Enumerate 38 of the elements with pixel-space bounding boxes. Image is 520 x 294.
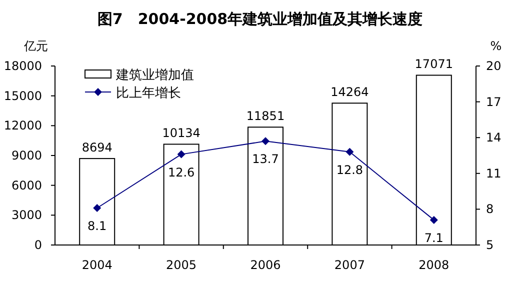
data-label: 8.1 — [88, 219, 107, 234]
y-axis-title: 亿元 — [23, 39, 48, 53]
y-tick-label: 6000 — [11, 178, 42, 192]
y-tick-label: 0 — [34, 238, 42, 252]
x-tick-label: 2007 — [334, 258, 365, 272]
data-label: 11851 — [246, 109, 285, 124]
x-tick-label: 2006 — [250, 258, 281, 272]
data-label: 12.8 — [336, 162, 364, 177]
point — [177, 150, 186, 158]
point — [346, 148, 354, 156]
y-tick-label: 12000 — [4, 118, 42, 133]
legend-label: 比上年增长 — [116, 86, 181, 101]
data-label: 14264 — [330, 85, 369, 100]
y2-axis-title: % — [490, 39, 502, 53]
data-label: 8694 — [82, 140, 112, 155]
chart-title: 图7 2004-2008年建筑业增加值及其增长速度 — [97, 10, 423, 28]
point — [262, 137, 270, 146]
data-label: 10134 — [162, 126, 200, 140]
y2-tick-label: 5 — [486, 238, 494, 252]
y-tick-label: 18000 — [4, 59, 42, 73]
point — [93, 204, 102, 212]
y2-tick-label: 14 — [486, 130, 502, 145]
x-tick-label: 2008 — [418, 258, 450, 272]
y2-tick-label: 20 — [486, 59, 502, 73]
legend-label: 建筑业增加值 — [115, 68, 194, 83]
data-label: 12.6 — [168, 165, 195, 180]
y2-tick-label: 8 — [486, 202, 494, 216]
data-label: 17071 — [414, 57, 453, 72]
y2-tick-label: 11 — [486, 166, 502, 180]
data-label: 7.1 — [424, 230, 444, 245]
y-tick-label: 3000 — [11, 208, 42, 222]
point — [430, 216, 438, 224]
y2-tick-label: 17 — [486, 94, 502, 109]
x-tick-label: 2004 — [82, 258, 112, 272]
data-label: 13.7 — [252, 152, 279, 166]
y-tick-label: 9000 — [11, 148, 42, 162]
x-tick-label: 2005 — [166, 258, 197, 272]
y-tick-label: 15000 — [4, 88, 42, 103]
